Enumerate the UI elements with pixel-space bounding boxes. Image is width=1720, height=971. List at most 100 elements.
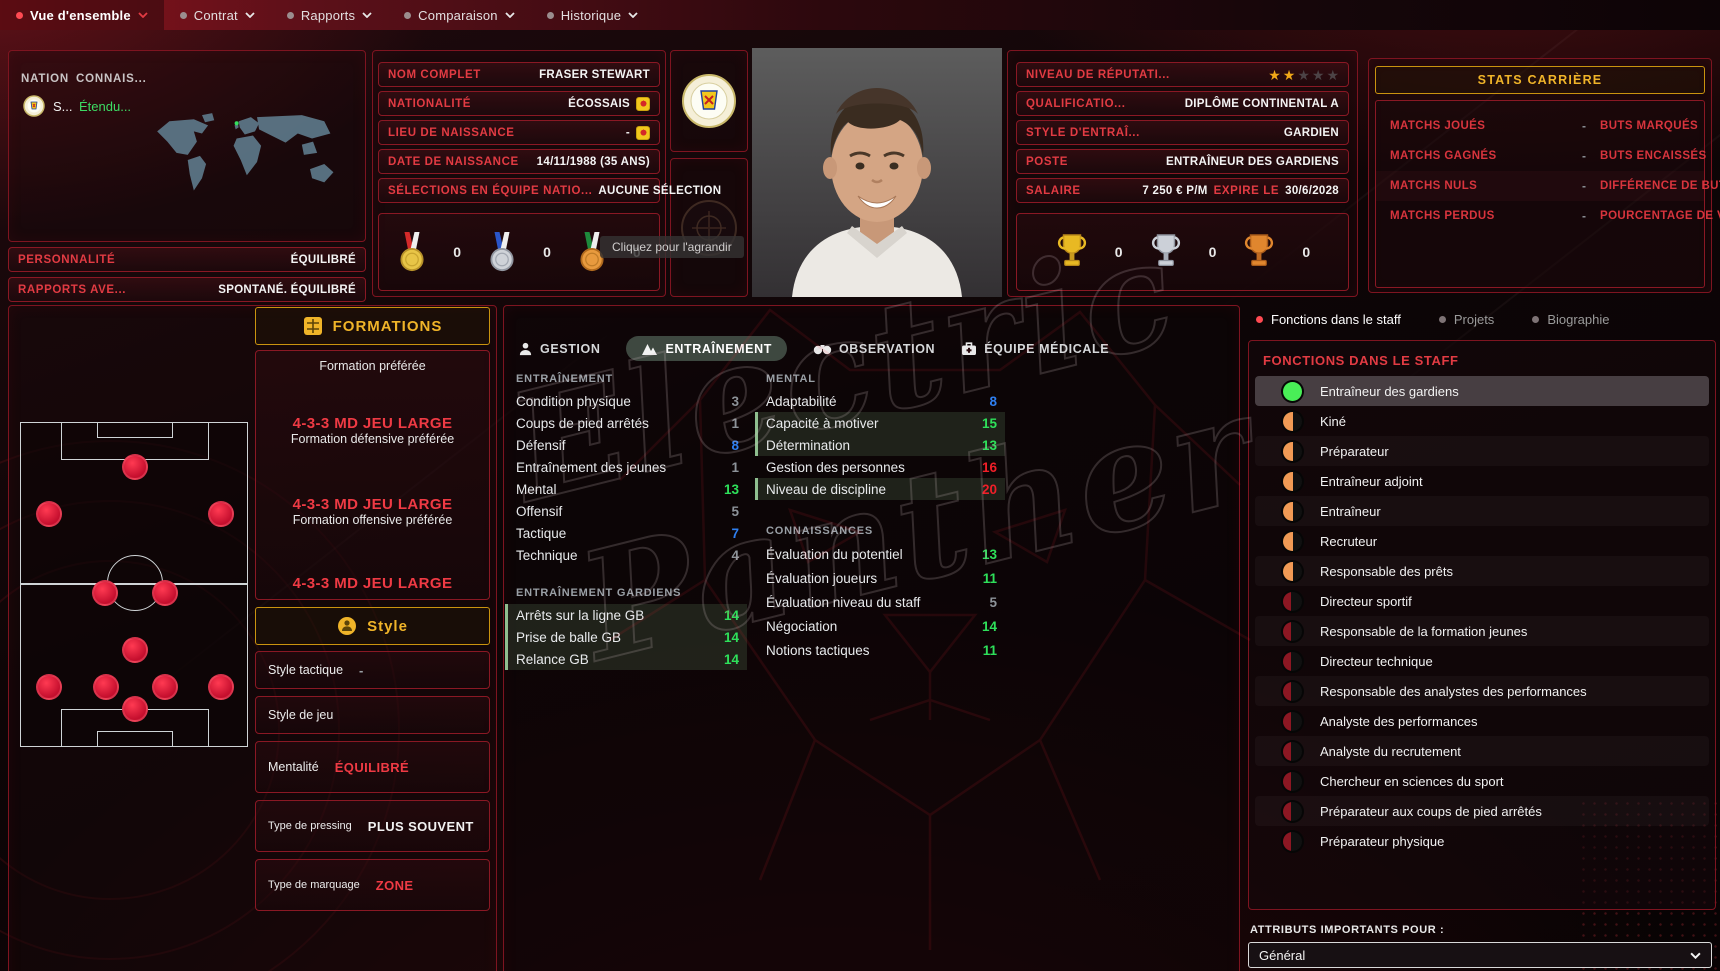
coaching-style-row[interactable]: STYLE D'ENTRAÎ... GARDIEN (1016, 120, 1349, 145)
attribute-row[interactable]: Notions tactiques 11 (766, 642, 997, 658)
caps-row[interactable]: SÉLECTIONS EN ÉQUIPE NATIO... AUCUNE SÉL… (378, 178, 721, 203)
mountain-icon (642, 344, 658, 355)
full-name-row[interactable]: NOM COMPLET FRASER STEWART (378, 62, 660, 87)
birthplace-label: LIEU DE NAISSANCE (388, 126, 515, 139)
competence-indicator-low (1283, 741, 1302, 761)
personality-label: PERSONNALITÉ (18, 253, 116, 266)
nationality-row[interactable]: NATIONALITÉ ÉCOSSAIS (378, 91, 660, 116)
tab-observation[interactable]: OBSERVATION (813, 342, 935, 356)
staff-photo[interactable] (752, 48, 1002, 297)
nav-item-comparaison[interactable]: Comparaison (388, 0, 531, 30)
formation-name[interactable]: 4-3-3 MD JEU LARGE (292, 496, 453, 513)
club-badge-box[interactable] (670, 158, 748, 297)
staff-role-row[interactable]: Entraîneur adjoint (1255, 466, 1709, 496)
national-badge-box[interactable] (670, 50, 748, 152)
tab-gestion[interactable]: GESTION (518, 341, 600, 357)
attribute-row[interactable]: Relance GB 14 (505, 648, 747, 670)
style-tactique-row[interactable]: Style tactique - (255, 651, 490, 689)
attribute-row[interactable]: Détermination 13 (755, 434, 1005, 456)
knowledge-value[interactable]: Étendu... (79, 99, 132, 114)
attribute-row[interactable]: Capacité à motiver 15 (755, 412, 1005, 434)
section-title: CONNAISSANCES (766, 525, 873, 537)
birthdate-row[interactable]: DATE DE NAISSANCE 14/11/1988 (35 ANS) (378, 149, 660, 174)
competence-indicator-full (1283, 381, 1302, 401)
birthplace-row[interactable]: LIEU DE NAISSANCE - (378, 120, 660, 145)
tab-projets[interactable]: Projets (1438, 312, 1494, 327)
nationality-value: ÉCOSSAIS (568, 96, 650, 111)
style-de-jeu-row[interactable]: Style de jeu (255, 696, 490, 734)
coaching-style-value: GARDIEN (1283, 126, 1339, 139)
nav-item-contrat[interactable]: Contrat (164, 0, 271, 30)
nav-item-vue-densemble[interactable]: Vue d'ensemble (0, 0, 164, 30)
formation-name[interactable]: 4-3-3 MD JEU LARGE (292, 575, 453, 592)
dropdown-value: Général (1259, 947, 1306, 963)
nav-label: Contrat (193, 7, 238, 23)
relations-row[interactable]: RAPPORTS AVE... SPONTANÉ. ÉQUILIBRÉ (8, 277, 366, 302)
staff-role-row[interactable]: Recruteur (1255, 526, 1709, 556)
attributes-panel (503, 305, 1240, 971)
type-marquage-row[interactable]: Type de marquage ZONE (255, 859, 490, 911)
nav-item-rapports[interactable]: Rapports (271, 0, 388, 30)
attribute-row[interactable]: Défensif 8 (516, 437, 739, 453)
player-dot-rw (208, 501, 234, 527)
formations-header[interactable]: FORMATIONS (255, 307, 490, 345)
attribute-row[interactable]: Tactique 7 (516, 525, 739, 541)
attribute-row[interactable]: Arrêts sur la ligne GB 14 (505, 604, 747, 626)
position-row[interactable]: POSTE ENTRAÎNEUR DES GARDIENS (1016, 149, 1349, 174)
coaching-style-label: STYLE D'ENTRAÎ... (1026, 126, 1140, 139)
photo-tooltip: Cliquez pour l'agrandir (600, 236, 744, 258)
staff-role-row[interactable]: Directeur sportif (1255, 586, 1709, 616)
tab-fonctions-staff[interactable]: Fonctions dans le staff (1256, 312, 1401, 327)
attribute-row[interactable]: Évaluation niveau du staff 5 (766, 594, 997, 610)
formation-name[interactable]: 4-3-3 MD JEU LARGE (292, 415, 453, 432)
caps-value: AUCUNE SÉLECTION (598, 184, 722, 197)
attribute-row[interactable]: Évaluation du potentiel 13 (766, 546, 997, 562)
personality-row[interactable]: PERSONNALITÉ ÉQUILIBRÉ (8, 247, 366, 272)
important-attributes-dropdown[interactable]: Général (1248, 942, 1712, 968)
nav-dot (286, 11, 294, 19)
attribute-row[interactable]: Négociation 14 (766, 618, 997, 634)
attribute-row[interactable]: Mental 13 (516, 481, 739, 497)
reputation-row[interactable]: NIVEAU DE RÉPUTATI... ★ ★ ★ ★ ★ (1016, 62, 1349, 87)
staff-role-row[interactable]: Préparateur physique (1255, 826, 1709, 856)
type-pressing-row[interactable]: Type de pressing PLUS SOUVENT (255, 800, 490, 852)
qualification-row[interactable]: QUALIFICATIO... DIPLÔME CONTINENTAL A (1016, 91, 1349, 116)
staff-role-row[interactable]: Analyste des performances (1255, 706, 1709, 736)
attribute-row[interactable]: Coups de pied arrêtés 1 (516, 415, 739, 431)
staff-role-row[interactable]: Entraîneur des gardiens (1255, 376, 1709, 406)
staff-role-row[interactable]: Entraîneur (1255, 496, 1709, 526)
stat-value: - (1582, 119, 1586, 133)
nav-item-historique[interactable]: Historique (531, 0, 655, 30)
attribute-row[interactable]: Condition physique 3 (516, 393, 739, 409)
career-stats-grid: MATCHS JOUÉS - BUTS MARQUÉS - MATCHS GAG… (1375, 100, 1720, 288)
attribute-row[interactable]: Offensif 5 (516, 503, 739, 519)
personality-value: ÉQUILIBRÉ (290, 253, 356, 266)
tab-entrainement[interactable]: ENTRAÎNEMENT (626, 336, 787, 361)
attribute-row[interactable]: Niveau de discipline 20 (755, 478, 1005, 500)
formations-box: Formation préférée 4-3-3 MD JEU LARGE Fo… (255, 350, 490, 600)
attribute-row[interactable]: Prise de balle GB 14 (505, 626, 747, 648)
staff-role-row[interactable]: Préparateur aux coups de pied arrêtés (1255, 796, 1709, 826)
attribute-row[interactable]: Évaluation joueurs 11 (766, 570, 997, 586)
mentalite-row[interactable]: Mentalité ÉQUILIBRÉ (255, 741, 490, 793)
staff-role-row[interactable]: Directeur technique (1255, 646, 1709, 676)
nation-code[interactable]: S... (53, 99, 73, 114)
style-header[interactable]: Style (255, 607, 490, 645)
full-name-value: FRASER STEWART (539, 68, 650, 81)
section-title: MENTAL (766, 373, 816, 385)
attribute-row[interactable]: Gestion des personnes 16 (766, 459, 997, 475)
attribute-row[interactable]: Adaptabilité 8 (766, 393, 997, 409)
salary-row[interactable]: SALAIRE 7 250 € P/M EXPIRE LE 30/6/2028 (1016, 178, 1349, 203)
attribute-row[interactable]: Technique 4 (516, 547, 739, 563)
staff-role-row[interactable]: Responsable des prêts (1255, 556, 1709, 586)
binoculars-icon (813, 345, 832, 355)
tab-biographie[interactable]: Biographie (1532, 312, 1609, 327)
tab-equipe-medicale[interactable]: ÉQUIPE MÉDICALE (961, 341, 1109, 356)
staff-role-row[interactable]: Kiné (1255, 406, 1709, 436)
staff-role-row[interactable]: Responsable des analystes des performanc… (1255, 676, 1709, 706)
staff-role-row[interactable]: Préparateur (1255, 436, 1709, 466)
staff-role-row[interactable]: Analyste du recrutement (1255, 736, 1709, 766)
staff-role-row[interactable]: Responsable de la formation jeunes (1255, 616, 1709, 646)
attribute-row[interactable]: Entraînement des jeunes 1 (516, 459, 739, 475)
staff-role-row[interactable]: Chercheur en sciences du sport (1255, 766, 1709, 796)
